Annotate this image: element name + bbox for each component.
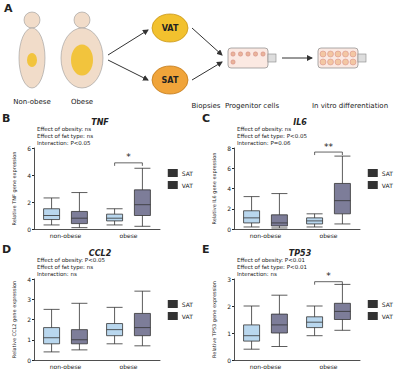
svg-text:3: 3	[227, 276, 231, 283]
svg-text:In vitro differentiation: In vitro differentiation	[312, 102, 388, 110]
svg-text:A: A	[4, 2, 13, 15]
svg-text:4: 4	[27, 276, 31, 283]
svg-text:Interaction: ns: Interaction: ns	[237, 271, 277, 277]
svg-text:6: 6	[227, 165, 231, 172]
svg-text:SAT: SAT	[182, 170, 194, 177]
svg-text:VAT: VAT	[162, 24, 179, 33]
svg-text:6: 6	[27, 145, 31, 152]
svg-text:VAT: VAT	[182, 313, 193, 320]
svg-text:CCL2: CCL2	[89, 249, 112, 258]
svg-text:obese: obese	[320, 232, 338, 239]
svg-text:IL6: IL6	[293, 118, 307, 127]
svg-text:SAT: SAT	[162, 76, 179, 85]
svg-text:1: 1	[27, 336, 31, 343]
svg-text:Relative IL6 gene expression: Relative IL6 gene expression	[211, 153, 218, 225]
svg-text:B: B	[2, 112, 10, 125]
svg-text:C: C	[202, 112, 210, 125]
svg-text:SAT: SAT	[382, 301, 394, 308]
svg-text:VAT: VAT	[182, 182, 193, 189]
svg-text:obese: obese	[120, 232, 138, 239]
svg-text:E: E	[202, 243, 210, 256]
svg-text:**: **	[324, 142, 334, 152]
svg-text:2: 2	[227, 303, 231, 310]
svg-text:Relative CCL2 gene expression: Relative CCL2 gene expression	[11, 281, 18, 358]
svg-text:2: 2	[27, 199, 31, 206]
svg-text:Effect of obesity: ns: Effect of obesity: ns	[237, 126, 291, 133]
svg-text:SAT: SAT	[182, 301, 194, 308]
svg-text:2: 2	[227, 205, 231, 212]
svg-text:2: 2	[27, 316, 31, 323]
svg-text:Progenitor cells: Progenitor cells	[225, 102, 279, 110]
svg-text:non-obese: non-obese	[250, 363, 282, 370]
svg-text:0: 0	[27, 357, 31, 364]
svg-text:0: 0	[227, 357, 231, 364]
svg-text:Effect of fat type: P<0.01: Effect of fat type: P<0.01	[237, 264, 307, 271]
svg-text:Interaction: P<0.05: Interaction: P<0.05	[37, 140, 91, 146]
svg-text:0: 0	[27, 226, 31, 233]
svg-text:4: 4	[27, 172, 31, 179]
svg-text:TNF: TNF	[91, 118, 109, 127]
svg-text:non-obese: non-obese	[250, 232, 282, 239]
svg-text:VAT: VAT	[382, 182, 393, 189]
svg-text:*: *	[126, 152, 131, 162]
svg-text:Relative TNF gene expression: Relative TNF gene expression	[11, 151, 18, 225]
svg-text:Non-obese: Non-obese	[13, 98, 51, 106]
svg-text:Interaction: P=0.06: Interaction: P=0.06	[237, 140, 291, 146]
svg-text:obese: obese	[120, 363, 138, 370]
svg-text:non-obese: non-obese	[50, 363, 82, 370]
svg-text:SAT: SAT	[382, 170, 394, 177]
svg-text:non-obese: non-obese	[50, 232, 82, 239]
svg-text:8: 8	[227, 145, 231, 152]
svg-text:Effect of fat type: ns: Effect of fat type: ns	[37, 133, 93, 140]
svg-text:Effect of fat type: ns: Effect of fat type: ns	[37, 264, 93, 271]
svg-text:Biopsies: Biopsies	[191, 102, 220, 110]
svg-text:Interaction: ns: Interaction: ns	[37, 271, 77, 277]
svg-text:0: 0	[227, 226, 231, 233]
svg-text:Relative TP53 gene expression: Relative TP53 gene expression	[211, 281, 218, 358]
svg-text:Effect of fat type: P<0.05: Effect of fat type: P<0.05	[237, 133, 307, 140]
svg-text:Obese: Obese	[71, 98, 93, 106]
svg-text:VAT: VAT	[382, 313, 393, 320]
svg-text:D: D	[2, 243, 11, 256]
svg-text:Effect of obesity: P<0.01: Effect of obesity: P<0.01	[237, 257, 305, 264]
svg-text:TP53: TP53	[289, 249, 312, 258]
svg-text:3: 3	[27, 296, 31, 303]
svg-text:*: *	[326, 271, 331, 281]
svg-text:4: 4	[227, 185, 231, 192]
svg-text:Effect of obesity: P<0.05: Effect of obesity: P<0.05	[37, 257, 106, 264]
svg-text:Effect of obesity: ns: Effect of obesity: ns	[37, 126, 91, 133]
svg-text:1: 1	[227, 330, 231, 337]
svg-text:obese: obese	[320, 363, 338, 370]
